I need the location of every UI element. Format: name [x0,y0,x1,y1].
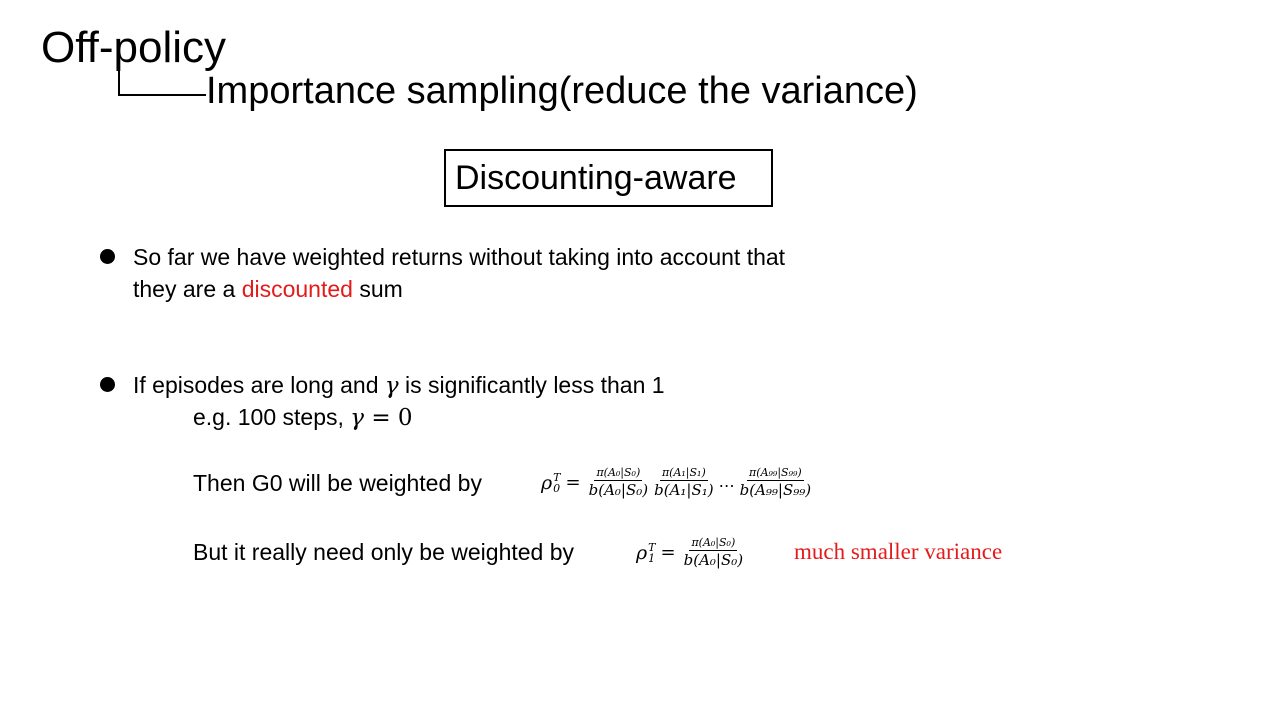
bullet-2-text-after: is significantly less than 1 [398,372,665,398]
rho-full-formula: ρ T 0 = π(A₀|S₀) b(A₀|S₀) π(A₁|S₁) b(A₁|… [541,465,814,500]
title-connector-line [118,68,206,96]
equals-sign: = [565,472,581,493]
equals-sign: = [660,542,676,563]
rho-symbol: ρ [541,471,553,494]
bullet-1-line-2: they are a discounted sum [133,273,403,305]
fraction-denominator: b(A₀|S₀) [588,481,649,499]
ellipsis: ⋯ [718,476,735,495]
example-text: e.g. 100 steps, [193,404,351,430]
slide-title: Off-policy [41,23,227,72]
slide-subtitle: Importance sampling(reduce the variance) [206,70,918,112]
fraction-denominator: b(A₉₉|S₉₉) [739,481,812,499]
example-line: e.g. 100 steps, γ = 0 [193,401,413,434]
gamma-symbol: γ [350,405,365,431]
bullet-1-line-1: So far we have weighted returns without … [133,244,786,270]
gamma-value: = 0 [364,405,413,431]
rho-symbol-group: ρ T 1 [636,542,656,564]
fraction: π(A₁|S₁) b(A₁|S₁) [652,465,716,500]
bullet-1-text-after: sum [352,276,403,302]
fraction-numerator: π(A₀|S₀) [594,466,643,481]
bullet-1-text-before: they are a [133,276,242,302]
boxed-heading: Discounting-aware [444,149,773,207]
bullet-2-text-before: If episodes are long and [133,372,385,398]
bullet-dot [100,249,115,264]
bullet-2-line-1: If episodes are long and γ is significan… [133,369,665,402]
rho-subscript: 1 [648,551,656,565]
rho-subscript: 0 [553,481,561,495]
highlight-discounted: discounted [241,276,353,302]
fraction: π(A₀|S₀) b(A₀|S₀) [587,465,651,500]
rho-superscript: T [648,540,656,554]
fraction-denominator: b(A₁|S₁) [654,481,714,499]
rho-symbol-group: ρ T 0 [541,472,561,494]
fraction-numerator: π(A₁|S₁) [659,466,708,481]
fraction-denominator: b(A₀|S₀) [683,551,744,569]
fraction: π(A₉₉|S₉₉) b(A₉₉|S₉₉) [738,465,814,500]
then-line: Then G0 will be weighted by [193,470,482,496]
fraction-numerator: π(A₀|S₀) [689,536,738,551]
fraction: π(A₀|S₀) b(A₀|S₀) [682,535,746,570]
rho-short-formula: ρ T 1 = π(A₀|S₀) b(A₀|S₀) [636,535,746,570]
fraction-numerator: π(A₉₉|S₉₉) [747,466,804,481]
rho-superscript: T [553,470,561,484]
gamma-symbol: γ [384,373,399,399]
variance-note: much smaller variance [794,539,1003,564]
bullet-dot [100,377,115,392]
but-line: But it really need only be weighted by [193,539,575,565]
rho-symbol: ρ [636,541,648,564]
